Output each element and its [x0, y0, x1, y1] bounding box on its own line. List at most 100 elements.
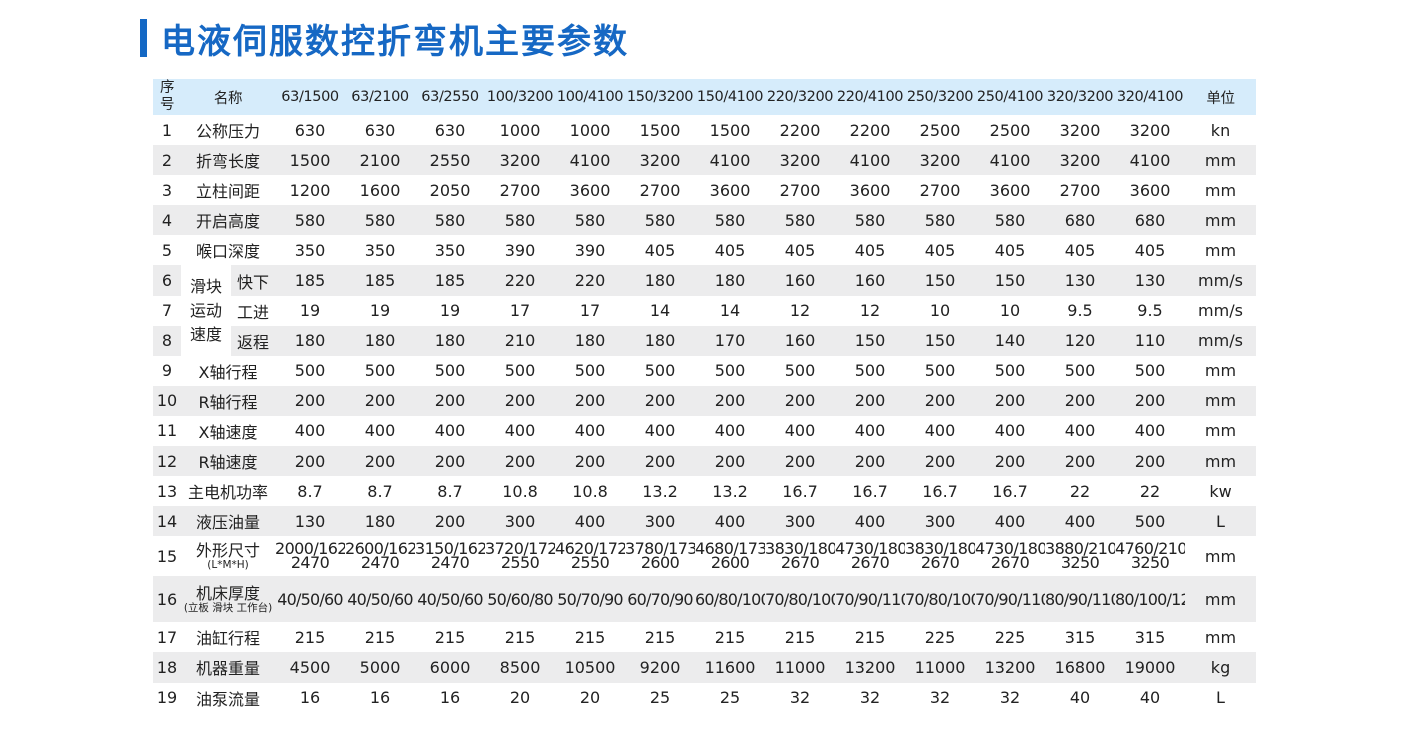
row-value: 580 — [625, 205, 696, 236]
row-name: R轴行程 — [181, 385, 276, 416]
row-value: 630 — [364, 120, 396, 140]
row-value: 9.5 — [1067, 301, 1093, 321]
row-value: 3600 — [989, 180, 1031, 200]
row-seq: 14 — [153, 506, 181, 537]
header-model: 63/2550 — [415, 79, 486, 115]
header-seq-char: 序 — [159, 80, 175, 96]
row-value: 12 — [789, 301, 811, 321]
row-unit: mm — [1204, 421, 1237, 441]
header-model: 320/4100 — [1115, 79, 1186, 115]
row-value: 160 — [765, 325, 836, 356]
row-name-main: 机床厚度 — [196, 583, 261, 603]
row-name: 工进 — [237, 302, 270, 322]
row-name: 快下 — [231, 265, 276, 296]
row-name-note: (L*M*H) — [207, 558, 249, 571]
row-unit: mm — [1204, 180, 1237, 200]
row-value: 200 — [765, 446, 836, 477]
row-value: 200 — [1115, 446, 1186, 477]
row-value: 200 — [625, 446, 696, 477]
row-value: 110 — [1115, 325, 1186, 356]
row-value: 200 — [555, 385, 626, 416]
row-unit: mm — [1185, 205, 1256, 236]
row-value: 215 — [714, 627, 746, 647]
row-value: 25 — [719, 688, 741, 708]
row-value: 200 — [975, 446, 1046, 477]
row-seq: 4 — [153, 205, 181, 236]
row-seq: 18 — [153, 652, 181, 683]
row-value: 130 — [275, 506, 346, 537]
row-value: 225 — [994, 627, 1026, 647]
row-value: 200 — [275, 385, 346, 416]
row-value: 220 — [485, 265, 556, 296]
row-value: 8.7 — [367, 481, 393, 501]
row-value: 25 — [649, 688, 671, 708]
row-value: 400 — [574, 421, 606, 441]
row-value-line: 4760/2100/ — [1115, 539, 1186, 559]
row-value: 680 — [1115, 205, 1186, 236]
row-value: 180 — [555, 325, 626, 356]
row-value-line: 3830/1800/ — [765, 539, 836, 559]
row-value: 200 — [415, 506, 486, 537]
row-value: 150 — [905, 265, 976, 296]
row-value: 2700 — [1059, 180, 1101, 200]
row-name: 喉口深度 — [196, 242, 261, 262]
row-unit: mm — [1204, 361, 1237, 381]
table-row: 17 油缸行程 215 215 215 215 215 215 215 215 215 225 225 3… — [153, 622, 1256, 652]
row-value: 2200 — [779, 120, 821, 140]
table-row: 11 X轴速度 400 400 400 400 400 400 400 400 400 400 400 4… — [153, 416, 1256, 446]
table-row: 5 喉口深度 350 350 350 390 390 405 405 405 405 405 405 40… — [153, 235, 1256, 265]
row-value: 500 — [714, 361, 746, 381]
row-value: 70/90/110 — [975, 576, 1046, 623]
row-value: 500 — [854, 361, 886, 381]
header-unit: 单位 — [1185, 79, 1256, 115]
row-value: 2100 — [345, 145, 416, 176]
row-value: 400 — [835, 506, 906, 537]
row-value: 4100 — [975, 145, 1046, 176]
row-value: 40/50/60 — [345, 576, 416, 623]
header-seq: 序号 — [153, 79, 181, 115]
row-unit: mm/s — [1185, 265, 1256, 296]
row-value: 3600 — [709, 180, 751, 200]
row-value: 500 — [1064, 361, 1096, 381]
row-value: 40 — [1069, 688, 1091, 708]
row-value: 2500 — [989, 120, 1031, 140]
row-value: 200 — [485, 385, 556, 416]
row-value: 390 — [504, 240, 536, 260]
row-value: 4680/1730/2600 — [695, 536, 765, 576]
row-value: 140 — [975, 325, 1046, 356]
row-unit: mm — [1185, 446, 1256, 477]
row-value-line: 2470 — [290, 553, 330, 573]
row-value: 3600 — [569, 180, 611, 200]
slide-group-label-line: 运动 — [189, 300, 222, 320]
row-value: 150 — [835, 325, 906, 356]
row-value: 3200 — [1045, 145, 1116, 176]
row-value: 200 — [1045, 446, 1116, 477]
row-value-line: 2670 — [920, 553, 960, 573]
row-value: 180 — [695, 265, 766, 296]
row-value: 16 — [439, 688, 461, 708]
row-value: 580 — [345, 205, 416, 236]
row-value: 80/100/120 — [1115, 576, 1186, 623]
row-value: 400 — [1064, 421, 1096, 441]
row-value: 32 — [859, 688, 881, 708]
row-value: 20 — [579, 688, 601, 708]
row-unit: L — [1216, 688, 1225, 708]
header-model: 100/4100 — [555, 79, 626, 115]
row-value: 8500 — [485, 652, 556, 683]
row-value: 19 — [369, 301, 391, 321]
row-value-line: 4620/1720/ — [555, 539, 626, 559]
row-unit: kg — [1185, 652, 1256, 683]
row-value: 400 — [924, 421, 956, 441]
row-name: 折弯长度 — [181, 145, 276, 176]
row-value: 680 — [1045, 205, 1116, 236]
row-value: 16.7 — [782, 481, 818, 501]
row-value: 300 — [625, 506, 696, 537]
row-value: 215 — [784, 627, 816, 647]
row-value: 10.8 — [572, 481, 608, 501]
row-value: 32 — [929, 688, 951, 708]
row-name: 外形尺寸 (L*M*H) — [181, 536, 275, 576]
row-value: 3880/2100/3250 — [1045, 536, 1115, 576]
row-value: 200 — [345, 446, 416, 477]
row-value: 400 — [364, 421, 396, 441]
row-unit: mm/s — [1198, 301, 1243, 321]
